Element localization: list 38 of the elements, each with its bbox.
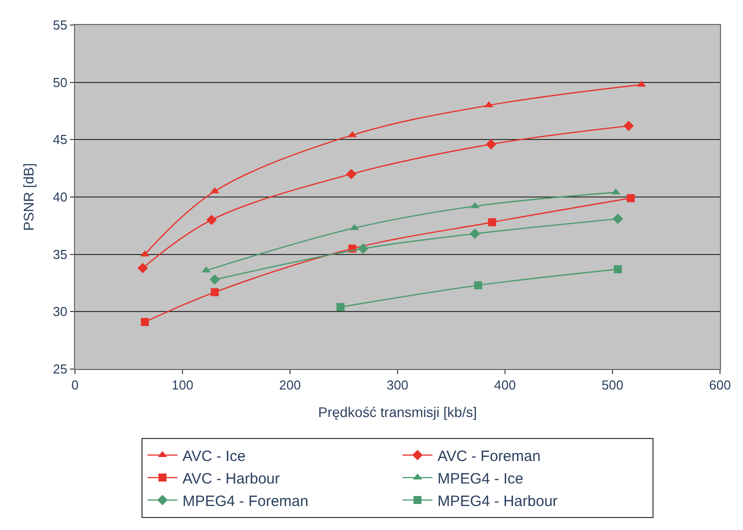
point: [623, 120, 634, 132]
legend-label: AVC - Ice: [182, 448, 246, 465]
legend-label: AVC - Foreman: [438, 448, 541, 465]
point: [358, 243, 368, 254]
point: [206, 214, 217, 226]
point: [210, 274, 220, 285]
point: [486, 139, 496, 150]
x-tick-label: 600: [709, 378, 731, 393]
x-tick-label: 0: [71, 378, 79, 393]
point: [612, 214, 624, 224]
point: [336, 303, 345, 312]
x-tick-label: 100: [172, 378, 194, 393]
point: [140, 318, 149, 326]
y-tick-label: 25: [52, 362, 68, 377]
x-tick-label: 200: [279, 378, 301, 393]
legend-label: AVC - Harbour: [182, 470, 280, 488]
point: [210, 288, 219, 296]
point: [488, 218, 496, 226]
legend-label: MPEG4 - Ice: [438, 470, 524, 488]
legend-label: MPEG4 - Foreman: [182, 492, 308, 510]
point: [614, 265, 622, 274]
x-tick-label: 400: [494, 378, 516, 393]
y-tick-label: 55: [52, 18, 68, 33]
y-tick-label: 45: [52, 132, 68, 148]
x-axis-title: Prędkość transmisji [kb/s]: [318, 404, 477, 420]
y-tick-label: 50: [52, 74, 68, 90]
point: [474, 281, 482, 290]
x-tick-label: 300: [386, 378, 408, 393]
y-tick-label: 40: [52, 190, 68, 205]
y-tick-label: 30: [52, 304, 68, 320]
point: [626, 194, 635, 202]
y-axis-title: PSNR [dB]: [20, 163, 37, 231]
point: [138, 262, 148, 274]
point: [346, 168, 356, 180]
legend-label: MPEG4 - Harbour: [438, 492, 558, 510]
y-tick-label: 35: [52, 246, 68, 262]
point: [470, 228, 480, 239]
x-tick-label: 500: [602, 378, 624, 393]
